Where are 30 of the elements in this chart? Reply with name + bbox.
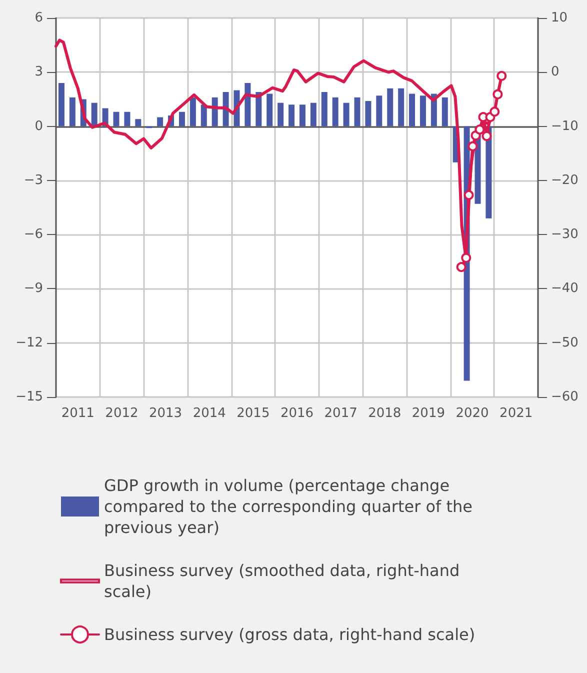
x-tick-label: 2017 — [324, 406, 358, 421]
y2-tick-label: −30 — [551, 227, 578, 242]
y2-tick-label: 0 — [551, 64, 560, 80]
y-tick-label: 0 — [34, 118, 43, 134]
x-tick-label: 2021 — [500, 406, 533, 421]
y2-tick-label: −60 — [551, 390, 578, 404]
y2-tick-label: −40 — [551, 281, 578, 296]
y-tick-label: 3 — [34, 64, 43, 80]
x-tick-label: 2013 — [149, 406, 182, 421]
y-tick-label: −9 — [24, 281, 43, 296]
x-tick-label: 2018 — [368, 406, 402, 421]
x-tick-label: 2012 — [105, 406, 138, 421]
x-tick-label: 2011 — [61, 406, 94, 421]
x-tick-label: 2014 — [192, 406, 226, 421]
legend-label: Business survey (smoothed data, right-hand scale) — [104, 561, 465, 601]
y-tick-label: −3 — [24, 172, 43, 188]
x-tick-label: 2015 — [236, 406, 270, 421]
x-tick-label: 2019 — [412, 406, 445, 421]
legend-label: Business survey (gross data, right-hand scale) — [104, 625, 476, 644]
y-tick-label: −15 — [16, 390, 43, 404]
y-tick-label: −12 — [16, 335, 43, 350]
x-tick-label: 2016 — [280, 406, 314, 421]
y2-tick-label: 10 — [551, 10, 568, 26]
y2-tick-label: −20 — [551, 172, 578, 188]
y-tick-label: −6 — [24, 227, 43, 242]
y2-tick-label: −10 — [551, 118, 578, 134]
y2-tick-label: −50 — [551, 335, 578, 350]
x-tick-label: 2020 — [456, 406, 489, 421]
legend-label: GDP growth in volume (percentage change compared to the corresponding quarter of the previous year) — [104, 476, 478, 537]
y-tick-label: 6 — [34, 10, 43, 26]
